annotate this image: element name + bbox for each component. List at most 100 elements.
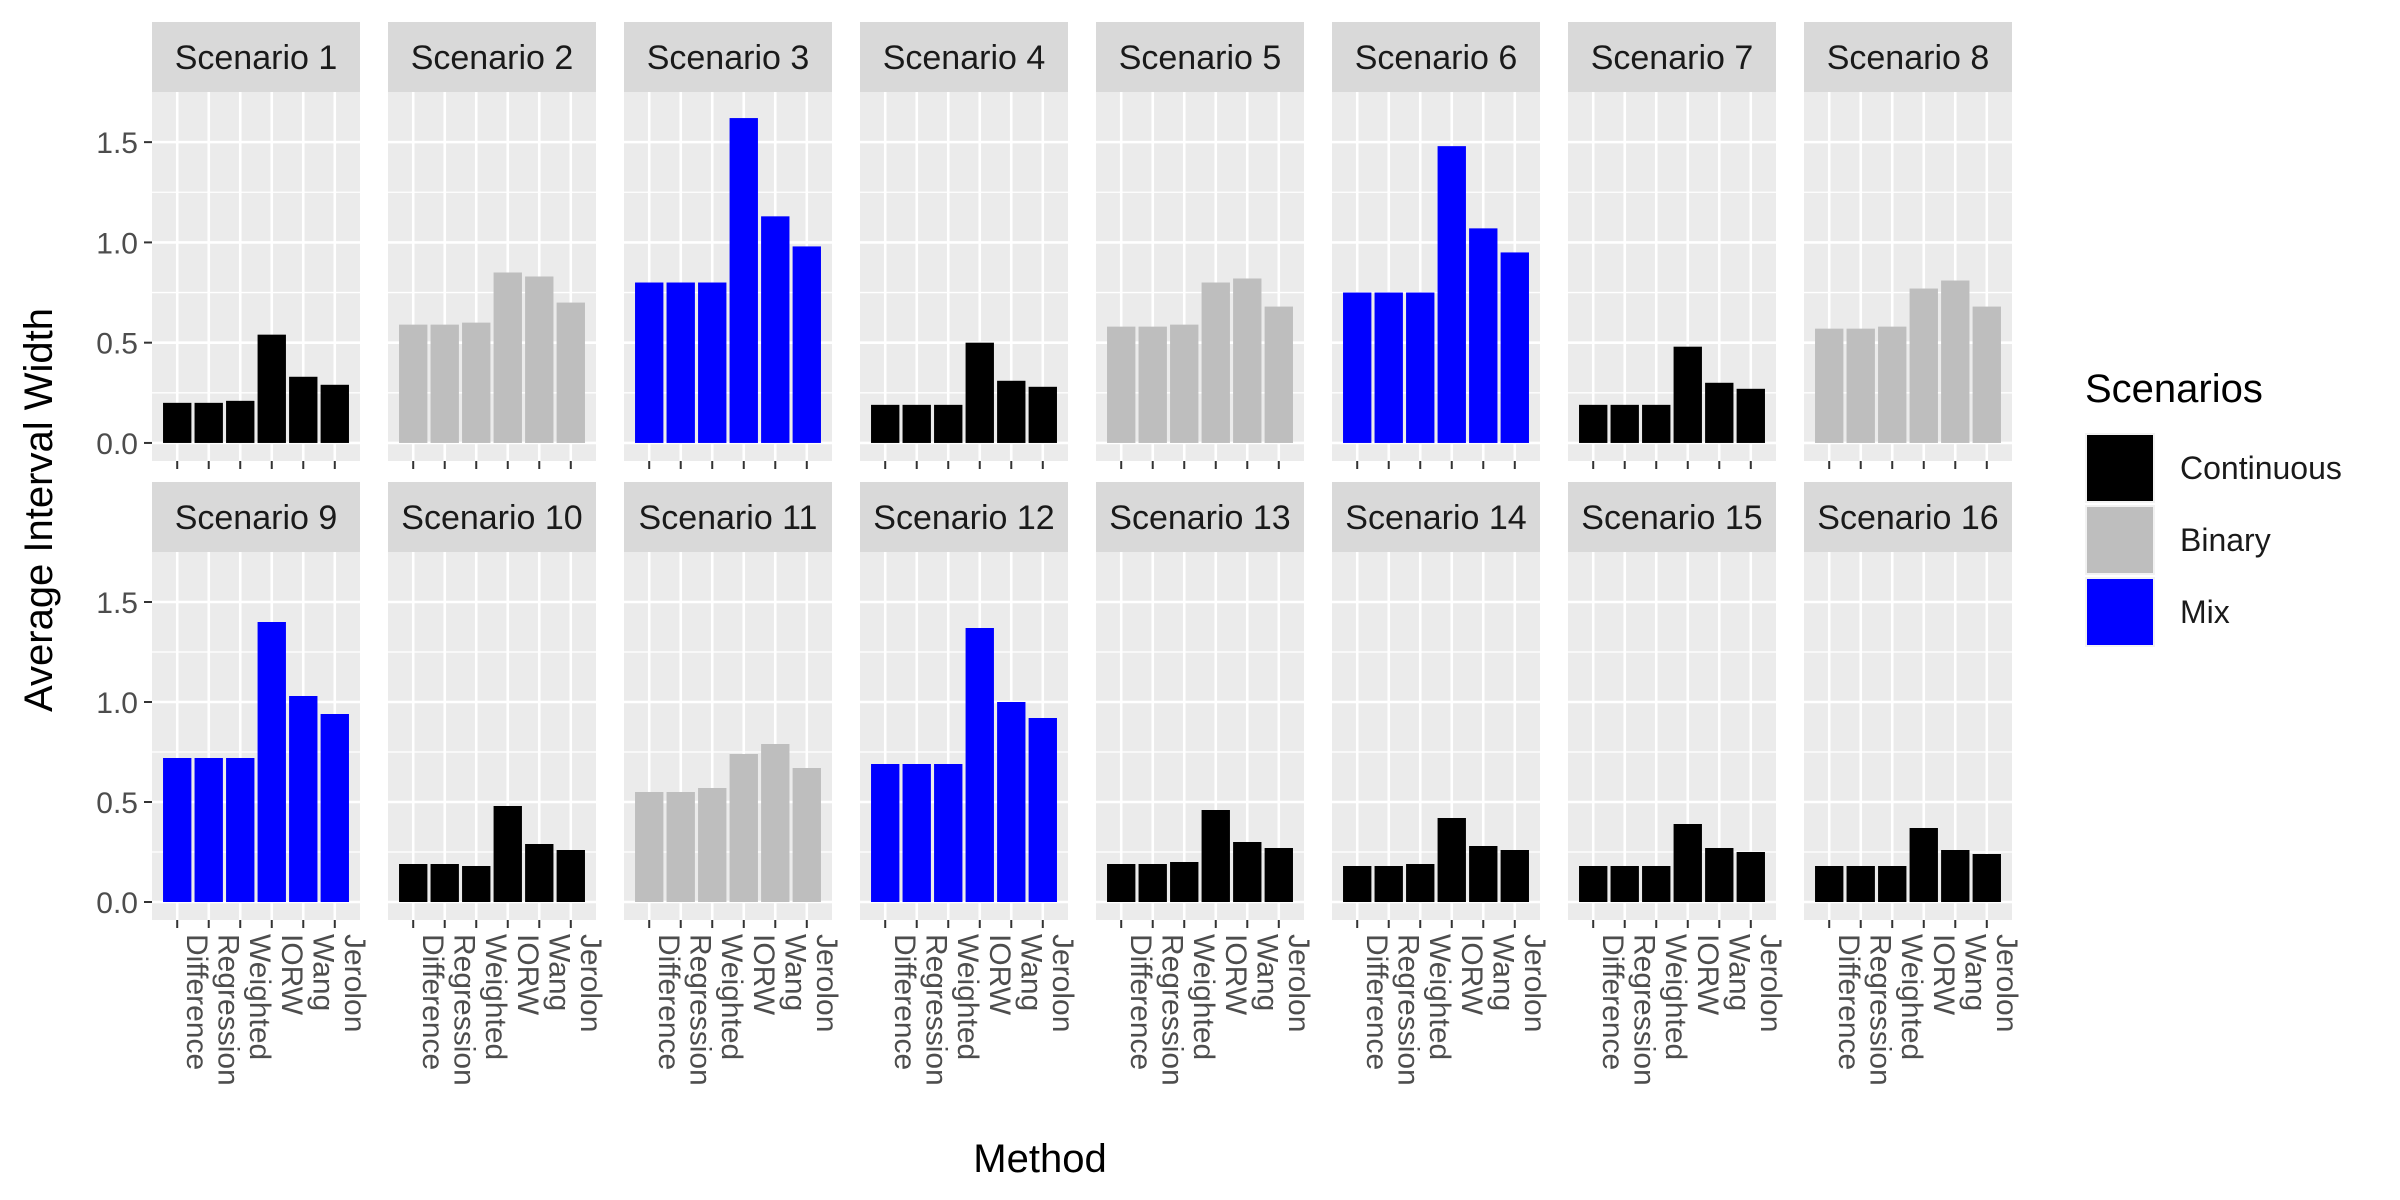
bar	[635, 282, 664, 443]
y-tick-label: 0.0	[96, 887, 138, 920]
facet-strip	[152, 22, 360, 92]
facet-strip-label: Scenario 12	[873, 499, 1054, 537]
bar	[997, 380, 1026, 443]
facet-strip	[1096, 482, 1304, 552]
facet-strip-label: Scenario 4	[883, 39, 1046, 77]
bar	[1374, 866, 1403, 902]
bar	[698, 788, 727, 902]
x-tick-label: Wang	[1014, 934, 1047, 1011]
bar	[1201, 282, 1230, 443]
facet-strip	[1568, 482, 1776, 552]
facet-panel: Scenario 9 DifferenceRegressionWeightedIO…	[96, 482, 371, 1086]
bar	[462, 322, 491, 443]
bar	[1815, 866, 1844, 902]
legend-key	[2087, 435, 2153, 501]
facet-strip	[1804, 22, 2012, 92]
bar	[1107, 864, 1136, 902]
x-tick-label: Weighted	[1895, 934, 1928, 1060]
bar	[934, 404, 963, 443]
facet-strip	[1804, 482, 2012, 552]
x-tick-label: Difference	[180, 934, 213, 1070]
facet-strip	[1332, 22, 1540, 92]
bar	[1233, 278, 1262, 443]
bar	[1878, 866, 1907, 902]
x-tick-label: Regression	[1156, 934, 1189, 1086]
facet-strip-label: Scenario 11	[639, 499, 818, 537]
facet-panel: Scenario 12 DifferenceRegressionWeightedI…	[860, 482, 1079, 1086]
bar	[257, 334, 286, 443]
bar	[871, 764, 900, 902]
y-tick-label: 0.0	[96, 428, 138, 461]
bar	[934, 764, 963, 902]
facet-panel: Scenario 7	[1568, 22, 1776, 469]
y-tick-label: 1.0	[96, 227, 138, 260]
bar	[1736, 388, 1765, 443]
facet-panel: Scenario 2	[388, 22, 596, 469]
bar	[1610, 866, 1639, 902]
bar	[1972, 854, 2001, 902]
facet-strip-label: Scenario 6	[1355, 39, 1518, 77]
facet-strip-label: Scenario 7	[1591, 39, 1754, 77]
facet-panel: Scenario 1 0.0 0.5 1.0 1.5	[96, 22, 360, 469]
bar	[226, 400, 255, 443]
x-axis-title: Method	[973, 1137, 1106, 1181]
x-tick-label: Difference	[1124, 934, 1157, 1070]
bar	[871, 404, 900, 443]
bar	[462, 866, 491, 902]
bar	[1233, 842, 1262, 902]
x-tick-label: IORW	[1927, 934, 1960, 1016]
bar	[1941, 280, 1970, 443]
bar	[1673, 346, 1702, 443]
panels-layer: Scenario 1 0.0 0.5 1.0 1.5 Scenario 2 Scenario…	[96, 22, 2023, 1086]
x-tick-label: Wang	[306, 934, 339, 1011]
facet-strip	[388, 482, 596, 552]
bar	[320, 714, 349, 902]
bar	[1610, 404, 1639, 443]
bar	[163, 758, 192, 902]
bar	[1201, 810, 1230, 902]
legend-label: Continuous	[2180, 450, 2342, 486]
facet-panel: Scenario 6	[1332, 22, 1540, 469]
legend-label: Binary	[2180, 522, 2271, 558]
bar	[226, 758, 255, 902]
y-axis-title: Average Interval Width	[17, 308, 61, 712]
bar	[666, 792, 695, 902]
facet-strip	[1332, 482, 1540, 552]
x-tick-label: Weighted	[1423, 934, 1456, 1060]
bar	[1437, 146, 1466, 443]
bar	[399, 324, 428, 443]
facet-panel: Scenario 11 DifferenceRegressionWeightedI…	[624, 482, 843, 1086]
legend: Scenarios Continuous Binary Mix	[2085, 367, 2342, 647]
x-tick-label: Jerolon	[1518, 934, 1551, 1032]
bar	[399, 864, 428, 902]
bar	[1673, 824, 1702, 902]
facet-strip	[860, 482, 1068, 552]
x-tick-label: Wang	[542, 934, 575, 1011]
legend-title: Scenarios	[2085, 367, 2263, 411]
bar	[289, 696, 318, 902]
facet-strip-label: Scenario 3	[647, 39, 810, 77]
x-tick-label: Wang	[1250, 934, 1283, 1011]
x-tick-label: Jerolon	[1046, 934, 1079, 1032]
bar	[163, 402, 192, 443]
x-tick-label: Jerolon	[574, 934, 607, 1032]
bar	[1941, 850, 1970, 902]
x-tick-label: Difference	[652, 934, 685, 1070]
x-tick-label: Regression	[1864, 934, 1897, 1086]
bar	[698, 282, 727, 443]
bar	[1170, 324, 1199, 443]
x-tick-label: Jerolon	[1990, 934, 2023, 1032]
facet-strip-label: Scenario 15	[1581, 499, 1762, 537]
y-tick-label: 1.0	[96, 687, 138, 720]
facet-panel: Scenario 4	[860, 22, 1068, 469]
bar	[1343, 292, 1372, 443]
facet-panel: Scenario 13 DifferenceRegressionWeightedI…	[1096, 482, 1315, 1086]
bar	[1374, 292, 1403, 443]
bar	[1500, 252, 1529, 443]
facet-panel: Scenario 3	[624, 22, 832, 469]
facet-strip-label: Scenario 14	[1345, 499, 1526, 537]
bar	[792, 768, 821, 902]
facet-strip-label: Scenario 16	[1817, 499, 1998, 537]
y-tick-label: 1.5	[96, 587, 138, 620]
